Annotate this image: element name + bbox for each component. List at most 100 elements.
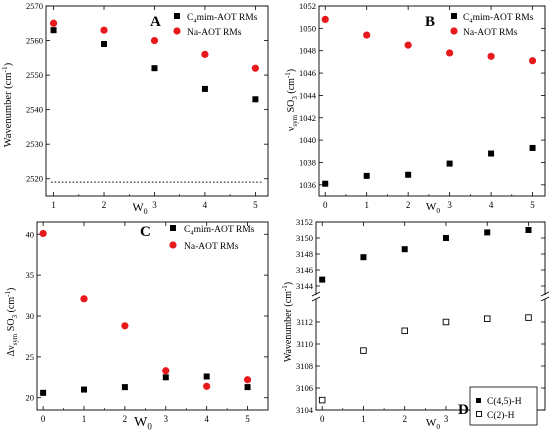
x-tick-label: 4 bbox=[204, 414, 209, 424]
data-point-square bbox=[488, 150, 495, 157]
y-tick-label: 3152 bbox=[296, 217, 313, 227]
y-tick-label: 2560 bbox=[26, 36, 43, 46]
panel-c-legend: C4mim-AOT RMs Na-AOT RMs bbox=[169, 225, 255, 252]
y-tick-label: 3108 bbox=[296, 361, 313, 371]
plot-area: 1 2 3 4 5 2520 2530 2540 2550 2560 2570 bbox=[26, 1, 269, 210]
y-tick-label: 1038 bbox=[299, 157, 316, 167]
x-tick-label: 1 bbox=[51, 200, 56, 210]
legend-square-marker bbox=[174, 13, 180, 19]
legend-label: Na-AOT RMs bbox=[463, 28, 518, 38]
x-tick-label: 0 bbox=[320, 414, 325, 424]
x-tick-label: 2 bbox=[102, 200, 107, 210]
data-point-square bbox=[363, 172, 370, 179]
x-tick-label: 1 bbox=[361, 414, 366, 424]
plot-frame bbox=[45, 5, 269, 197]
y-tick-label: 1040 bbox=[299, 135, 316, 145]
x-tick-label: 5 bbox=[253, 200, 258, 210]
data-point-square bbox=[151, 65, 158, 72]
legend-circle-marker bbox=[173, 27, 181, 35]
legend-label: C(2)-H bbox=[487, 410, 515, 421]
y-tick-label: 3106 bbox=[296, 383, 313, 393]
data-point-open-square bbox=[360, 347, 367, 354]
panel-b-label: B bbox=[425, 14, 435, 30]
data-point-square bbox=[50, 27, 57, 34]
data-point-circle bbox=[121, 322, 129, 330]
data-point-square bbox=[203, 373, 210, 380]
data-point-circle bbox=[243, 376, 252, 384]
y-tick-label: 3148 bbox=[296, 249, 313, 259]
legend-box bbox=[469, 386, 538, 426]
panel-b-ylabel: νsym SO3 (cm-1) bbox=[284, 69, 299, 131]
data-point-open-square bbox=[483, 315, 491, 322]
data-point-square bbox=[101, 41, 108, 47]
legend-label: C4mim-AOT RMs bbox=[187, 13, 258, 25]
legend-label: C(4,5)-H bbox=[487, 396, 522, 407]
data-point-circle bbox=[446, 49, 454, 57]
y-tick-label: 1044 bbox=[299, 90, 317, 100]
data-point-circle bbox=[201, 50, 209, 58]
y-tick-label: 35 bbox=[26, 270, 35, 280]
axis-break-mark bbox=[540, 296, 550, 302]
axis-break-mark bbox=[311, 291, 321, 297]
data-point-square bbox=[446, 160, 453, 167]
y-tick-label: 1042 bbox=[299, 113, 316, 123]
panel-c-xlabel: W0 bbox=[134, 415, 152, 432]
x-tick-label: 2 bbox=[406, 200, 411, 210]
svg-text:Wavenumber (cm-1): Wavenumber (cm-1) bbox=[281, 282, 294, 362]
data-point-open-square bbox=[318, 396, 326, 404]
legend-square-marker bbox=[451, 13, 457, 19]
x-tick-label: 0 bbox=[41, 414, 46, 424]
data-point-square bbox=[442, 235, 449, 241]
panel-a-legend: C4mim-AOT RMs Na-AOT RMs bbox=[173, 13, 258, 38]
data-point-circle bbox=[80, 295, 88, 303]
legend-open-square-marker bbox=[476, 411, 482, 417]
x-tick-label: 4 bbox=[203, 200, 208, 210]
y-tick-label: 3144 bbox=[296, 281, 314, 291]
y-tick-label: 2540 bbox=[26, 105, 43, 115]
y-tick-label: 1050 bbox=[299, 23, 316, 33]
y-tick-label: 1036 bbox=[299, 180, 316, 190]
panel-b-legend: C4mim-AOT RMs Na-AOT RMs bbox=[450, 13, 534, 38]
y-tick-label: 3104 bbox=[296, 405, 314, 415]
data-point-open-square bbox=[525, 314, 532, 321]
data-point-circle bbox=[251, 64, 259, 72]
legend-label: C4mim-AOT RMs bbox=[184, 225, 255, 237]
svg-text:Δνsym SO3 (cm-1): Δνsym SO3 (cm-1) bbox=[4, 288, 19, 357]
data-point-square bbox=[201, 85, 208, 92]
data-point-circle bbox=[100, 26, 108, 34]
y-tick-label: 3146 bbox=[296, 265, 313, 275]
y-tick-label: 2530 bbox=[26, 139, 43, 149]
legend-label: C4mim-AOT RMs bbox=[463, 13, 534, 25]
panel-a-label: A bbox=[150, 14, 161, 30]
panel-a-xlabel: W0 bbox=[132, 200, 147, 216]
data-point-circle bbox=[528, 57, 537, 65]
data-point-open-square bbox=[442, 318, 450, 326]
data-point-square bbox=[405, 171, 412, 178]
y-tick-label: 1046 bbox=[299, 68, 316, 78]
panel-a: 1 2 3 4 5 2520 2530 2540 2550 2560 2570 A Wavenumb… bbox=[0, 1, 269, 216]
x-tick-label: 0 bbox=[323, 200, 328, 210]
y-tick-label: 20 bbox=[26, 393, 35, 403]
y-tick-label: 3150 bbox=[296, 233, 313, 243]
panel-d-label: D bbox=[458, 402, 469, 418]
panel-d-ylabel: Wavenumber (cm-1) bbox=[281, 282, 294, 362]
svg-text:νsym SO3 (cm-1): νsym SO3 (cm-1) bbox=[284, 69, 299, 131]
x-tick-label: 2 bbox=[402, 414, 407, 424]
legend-label: Na-AOT RMs bbox=[187, 28, 242, 38]
data-point-square bbox=[40, 389, 47, 396]
y-tick-label: 2570 bbox=[26, 1, 43, 11]
x-tick-label: 1 bbox=[82, 414, 87, 424]
plot-frame bbox=[315, 221, 546, 411]
data-point-open-square bbox=[401, 327, 408, 335]
plot-frame bbox=[318, 5, 546, 197]
data-point-square bbox=[244, 384, 251, 391]
data-point-square bbox=[162, 374, 169, 381]
y-tick-label: 3112 bbox=[296, 317, 313, 327]
axis-break-mark bbox=[311, 296, 321, 302]
data-point-circle bbox=[203, 382, 211, 390]
y-tick-label: 40 bbox=[26, 229, 35, 239]
data-point-circle bbox=[363, 31, 371, 39]
x-tick-label: 1 bbox=[364, 200, 369, 210]
panel-d: 0123453144314631483150315231043106310831… bbox=[281, 217, 550, 431]
